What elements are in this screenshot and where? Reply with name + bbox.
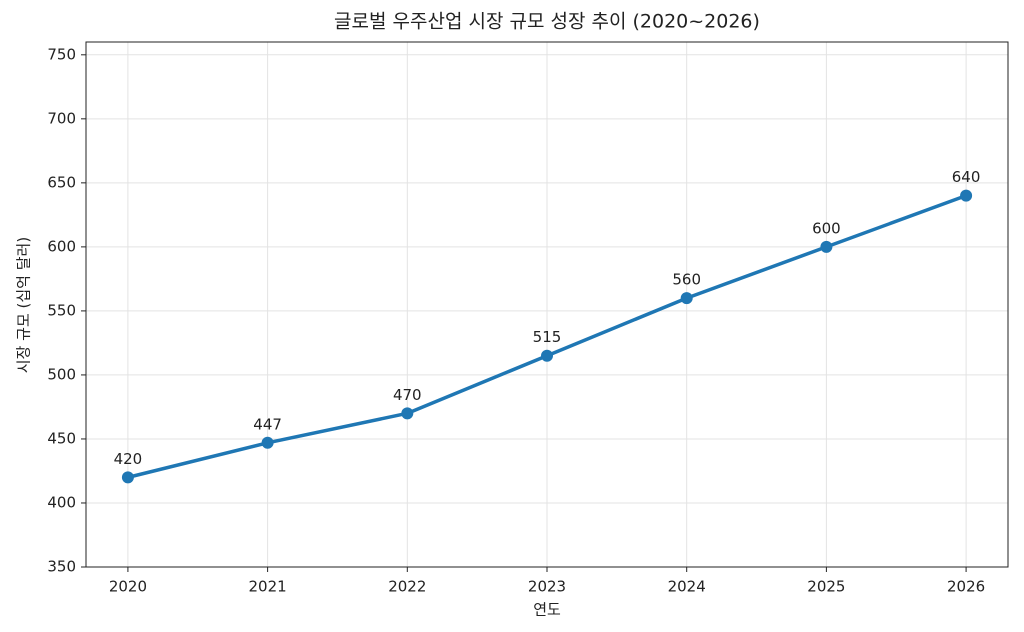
y-tick-label: 350 xyxy=(47,558,76,576)
x-tick-label: 2020 xyxy=(109,578,147,596)
x-tick-label: 2024 xyxy=(668,578,706,596)
y-axis-label: 시장 규모 (십억 달러) xyxy=(15,237,33,373)
data-point xyxy=(680,292,693,305)
y-tick-label: 500 xyxy=(47,365,76,383)
chart-title: 글로벌 우주산업 시장 규모 성장 추이 (2020~2026) xyxy=(334,11,760,33)
data-label: 420 xyxy=(114,450,143,468)
y-tick-label: 750 xyxy=(47,45,76,63)
x-tick-label: 2021 xyxy=(249,578,287,596)
y-tick-label: 700 xyxy=(47,109,76,127)
x-tick-label: 2023 xyxy=(528,578,566,596)
data-point xyxy=(121,471,134,484)
y-tick-label: 600 xyxy=(47,237,76,255)
x-tick-label: 2022 xyxy=(388,578,426,596)
x-tick-label: 2025 xyxy=(807,578,845,596)
data-label: 600 xyxy=(812,219,841,237)
data-point xyxy=(541,349,553,362)
y-tick-label: 550 xyxy=(47,301,76,319)
y-tick-label: 450 xyxy=(47,429,76,447)
data-label: 470 xyxy=(393,386,422,404)
data-point xyxy=(261,436,274,449)
data-label: 447 xyxy=(253,415,282,433)
x-axis-label: 연도 xyxy=(533,601,561,619)
data-label: 560 xyxy=(672,271,701,289)
y-tick-label: 400 xyxy=(47,493,76,511)
data-label: 515 xyxy=(533,328,562,346)
plot-frame xyxy=(85,41,1009,568)
data-point xyxy=(401,407,414,420)
data-label: 640 xyxy=(952,168,981,186)
x-tick-label: 2026 xyxy=(947,578,985,596)
data-point xyxy=(960,189,973,202)
y-tick-label: 650 xyxy=(47,173,76,191)
data-point xyxy=(820,240,833,253)
